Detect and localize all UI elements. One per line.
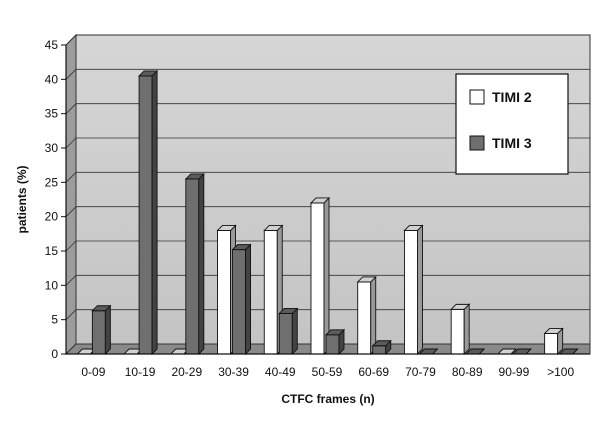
y-tick-label: 45 xyxy=(45,38,59,52)
bar-timi-2 xyxy=(403,224,424,356)
bar-timi-3 xyxy=(324,328,346,356)
bar-top xyxy=(309,197,331,204)
gridline-side xyxy=(65,137,77,149)
bar-side xyxy=(323,196,330,356)
gridline-side xyxy=(65,309,77,320)
x-tick-label: 60-69 xyxy=(358,365,389,379)
x-tick-label: 50-59 xyxy=(312,365,343,379)
bar-timi-3 xyxy=(184,172,205,356)
bar-front xyxy=(185,178,200,355)
x-axis-title: CTFC frames (n) xyxy=(281,392,374,406)
x-tick-label: 70-79 xyxy=(405,365,436,379)
legend-swatch xyxy=(469,89,485,105)
bar-top xyxy=(450,303,471,310)
bar-top xyxy=(91,305,112,312)
bar-timi-3 xyxy=(138,69,159,356)
bar-front xyxy=(263,229,278,355)
gridline-side xyxy=(65,206,77,217)
bar-timi-2 xyxy=(450,303,471,356)
y-tick-label: 0 xyxy=(51,347,58,361)
bar-front xyxy=(325,334,340,355)
bar-front xyxy=(138,75,153,355)
bar-front xyxy=(450,308,465,355)
bar-timi-2 xyxy=(543,327,564,356)
gridline-side xyxy=(65,103,77,114)
bar-side xyxy=(417,224,423,356)
bar-timi-3 xyxy=(371,339,392,356)
legend-swatch xyxy=(469,135,485,151)
bar-top xyxy=(278,308,299,314)
bar-front xyxy=(404,229,418,355)
bar-front xyxy=(217,229,231,355)
x-tick-label: 30-39 xyxy=(218,365,249,379)
y-tick-label: 40 xyxy=(45,72,59,86)
bar-side xyxy=(370,275,377,356)
bar-timi-2 xyxy=(309,196,331,356)
x-tick-label: 90-99 xyxy=(499,365,530,379)
bar-top xyxy=(403,224,424,231)
bar-top xyxy=(184,173,205,180)
bar-front xyxy=(232,249,246,355)
bar-top xyxy=(231,244,252,251)
bar-timi-3 xyxy=(231,243,252,356)
x-tick-label: 40-49 xyxy=(265,365,296,379)
bar-timi-3 xyxy=(91,304,112,356)
y-tick-label: 30 xyxy=(45,141,59,155)
bar-side xyxy=(151,69,158,356)
x-tick-label: 0-09 xyxy=(81,365,105,379)
gridline-side xyxy=(65,275,77,286)
bar-front xyxy=(310,202,325,355)
bar-front xyxy=(372,345,387,355)
x-tick-label: >100 xyxy=(547,365,574,379)
bar-side xyxy=(245,243,251,356)
gridline-side xyxy=(65,240,77,252)
y-tick-label: 10 xyxy=(45,278,59,292)
gridline-side xyxy=(65,69,77,80)
y-tick-label: 35 xyxy=(45,107,59,121)
y-tick-label: 25 xyxy=(45,175,59,189)
y-axis-title: patients (%) xyxy=(15,165,29,233)
x-tick-label: 20-29 xyxy=(171,365,202,379)
bar-side xyxy=(463,303,470,356)
gridline-side xyxy=(65,34,77,46)
bar-top xyxy=(371,340,392,347)
legend: TIMI 2 TIMI 3 xyxy=(455,73,569,175)
bar-front xyxy=(357,281,372,355)
legend-label: TIMI 2 xyxy=(492,89,532,105)
bar-top xyxy=(543,327,564,334)
bar-front xyxy=(91,310,106,355)
bar-timi-3 xyxy=(465,348,486,355)
y-tick-label: 15 xyxy=(45,244,59,258)
bar-top xyxy=(263,224,284,231)
legend-item: TIMI 3 xyxy=(469,135,532,151)
gridline-side xyxy=(65,172,77,183)
legend-item: TIMI 2 xyxy=(469,89,532,105)
bar-side xyxy=(104,304,111,356)
y-tick-label: 20 xyxy=(45,210,59,224)
y-tick-label: 5 xyxy=(51,313,58,327)
x-tick-label: 80-89 xyxy=(452,365,483,379)
bar-top xyxy=(324,329,346,336)
bar-side xyxy=(291,307,298,356)
bar-top xyxy=(216,224,237,231)
bar-side xyxy=(198,172,205,356)
bar-top xyxy=(356,276,377,283)
bar-front xyxy=(544,332,559,355)
legend-label: TIMI 3 xyxy=(492,135,532,151)
bar-front xyxy=(278,313,293,355)
bar-top xyxy=(138,70,159,77)
bar-timi-3 xyxy=(278,307,299,356)
chart-side-wall xyxy=(65,33,77,356)
bar-timi-2 xyxy=(356,275,377,356)
x-tick-label: 10-19 xyxy=(125,365,156,379)
